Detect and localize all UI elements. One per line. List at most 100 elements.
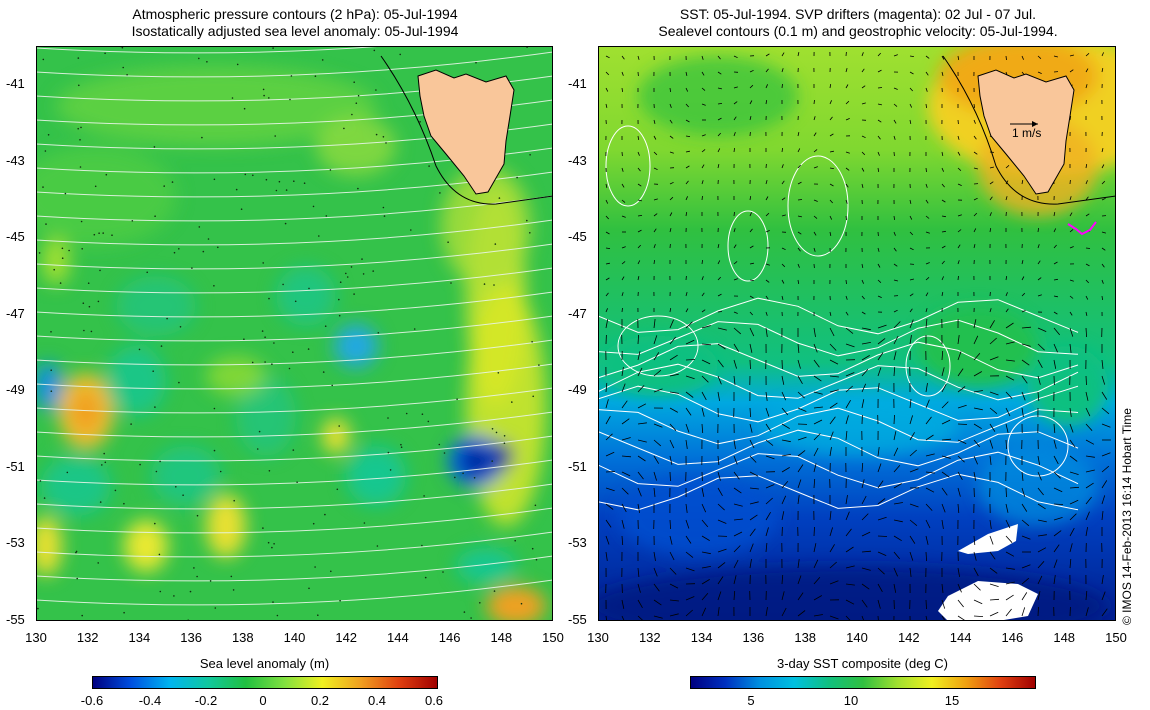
velocity-arrow <box>989 519 992 529</box>
velocity-arrow <box>1085 391 1089 401</box>
velocity-arrow <box>1069 229 1074 233</box>
sealevel-contour-loop <box>787 155 849 257</box>
velocity-arrow <box>973 551 977 561</box>
velocity-arrow <box>909 55 914 57</box>
velocity-arrow <box>637 422 647 425</box>
velocity-arrow <box>733 101 738 105</box>
velocity-arrow <box>813 343 818 353</box>
velocity-arrow <box>605 308 608 313</box>
velocity-arrow <box>1053 559 1058 569</box>
velocity-arrow <box>621 276 625 281</box>
velocity-arrow <box>797 343 800 354</box>
velocity-arrow <box>1037 547 1047 553</box>
sealevel-contour-line <box>598 319 1079 357</box>
velocity-arrow <box>893 54 898 57</box>
velocity-arrow <box>973 423 982 430</box>
y-tick-label: -55 <box>6 612 25 627</box>
velocity-arrow <box>1021 292 1026 297</box>
sla-data-point <box>182 494 184 497</box>
velocity-arrow <box>717 244 720 249</box>
velocity-arrow <box>653 228 657 233</box>
sla-data-point <box>61 247 64 250</box>
velocity-arrow <box>605 199 609 204</box>
sla-data-point <box>189 590 192 593</box>
sst-map[interactable]: 1 m/s <box>598 46 1116 621</box>
velocity-arrow <box>749 100 753 105</box>
pressure-contour-line <box>36 291 553 318</box>
velocity-arrow <box>829 133 834 137</box>
velocity-arrow <box>733 278 738 281</box>
velocity-arrow <box>1021 564 1031 569</box>
pressure-contour-line <box>36 531 553 558</box>
velocity-arrow <box>845 511 850 521</box>
velocity-arrow <box>685 71 688 76</box>
y-tick-label: -53 <box>6 535 25 551</box>
velocity-arrow <box>1085 407 1091 417</box>
velocity-arrow <box>925 103 927 109</box>
velocity-arrow <box>1005 608 1012 617</box>
velocity-arrow <box>925 199 929 204</box>
velocity-arrow <box>813 99 815 105</box>
sla-data-point <box>498 197 501 199</box>
velocity-arrow <box>893 263 898 267</box>
velocity-arrow <box>797 450 806 457</box>
velocity-arrow <box>669 354 678 361</box>
velocity-arrow <box>861 583 870 590</box>
sla-data-point <box>303 182 306 184</box>
velocity-arrow <box>733 518 743 521</box>
sla-data-point <box>493 590 496 592</box>
sla-data-point <box>103 452 105 455</box>
sla-data-point <box>105 173 108 176</box>
velocity-arrow <box>989 356 999 361</box>
velocity-arrow <box>653 319 656 329</box>
velocity-arrow <box>1005 439 1007 450</box>
velocity-arrow <box>685 596 695 601</box>
sla-data-point <box>475 61 477 64</box>
velocity-arrow <box>621 503 627 513</box>
velocity-arrow <box>1053 244 1057 249</box>
velocity-arrow <box>845 430 848 441</box>
sla-data-point <box>439 192 441 194</box>
sla-data-point <box>267 541 270 544</box>
velocity-arrow <box>669 135 674 139</box>
sla-data-point <box>289 98 291 101</box>
velocity-arrow <box>701 503 707 513</box>
sla-data-point <box>353 81 356 83</box>
velocity-arrow <box>1037 519 1047 523</box>
velocity-arrow <box>605 71 610 76</box>
right-panel-title: SST: 05-Jul-1994. SVP drifters (magenta)… <box>598 6 1118 40</box>
sla-data-point <box>240 208 243 210</box>
x-tick-label: 146 <box>1001 630 1024 645</box>
sla-data-point <box>516 176 518 179</box>
sla-data-point <box>292 449 295 451</box>
velocity-arrow <box>813 231 817 236</box>
velocity-arrow <box>669 583 679 589</box>
colorbar-tick-label: -0.6 <box>80 693 104 708</box>
velocity-arrow <box>797 148 801 153</box>
sea-level-anomaly-map[interactable] <box>36 46 553 621</box>
velocity-arrow <box>909 567 912 577</box>
velocity-arrow <box>989 583 999 587</box>
velocity-arrow <box>765 68 769 73</box>
velocity-arrow <box>973 390 983 393</box>
velocity-arrow <box>1005 55 1007 61</box>
sla-data-point <box>272 601 274 603</box>
velocity-arrow <box>861 368 869 377</box>
velocity-arrow <box>989 320 995 329</box>
sla-data-point <box>282 283 284 286</box>
velocity-arrow <box>973 615 984 617</box>
velocity-arrow <box>765 100 768 105</box>
sla-data-point <box>385 142 387 144</box>
velocity-arrow <box>941 230 946 233</box>
sla-data-point <box>372 270 375 272</box>
velocity-arrow <box>1069 499 1079 505</box>
sla-data-point <box>196 514 199 517</box>
sla-anomaly-field <box>36 66 546 621</box>
sla-data-point <box>357 187 359 190</box>
velocity-arrow <box>1069 558 1072 569</box>
colorbar-tick-label: 0.2 <box>310 693 330 708</box>
sealevel-contour-line <box>598 407 1079 445</box>
sla-data-point <box>263 94 265 97</box>
velocity-arrow <box>1053 55 1058 58</box>
velocity-arrow <box>845 67 848 73</box>
